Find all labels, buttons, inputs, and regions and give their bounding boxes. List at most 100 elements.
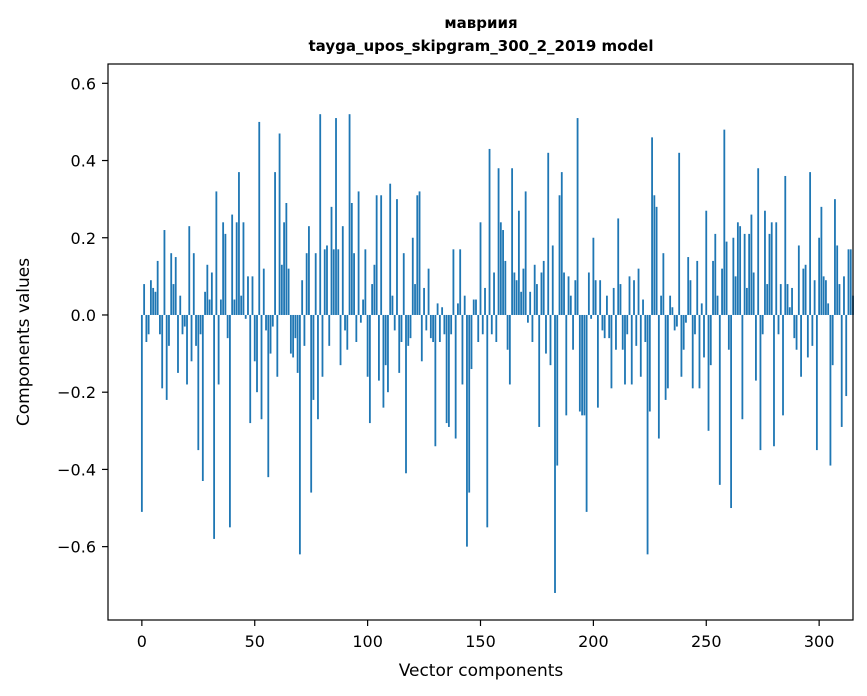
bar <box>186 314 188 385</box>
bar <box>759 314 762 451</box>
bar <box>757 168 760 315</box>
bar <box>628 276 631 315</box>
bar <box>244 314 247 319</box>
bar <box>502 230 504 315</box>
bar <box>727 314 730 350</box>
bar <box>486 314 489 528</box>
bar <box>610 314 613 389</box>
bar <box>344 314 346 331</box>
bar <box>554 314 556 593</box>
bar <box>592 237 595 315</box>
bar <box>447 314 450 427</box>
bar <box>488 148 491 315</box>
bar <box>741 314 744 420</box>
y-tick-label: 0.4 <box>71 152 96 171</box>
bar <box>271 314 274 327</box>
bar <box>407 314 410 346</box>
bar <box>624 314 626 385</box>
bar <box>633 280 635 315</box>
bar <box>348 114 351 315</box>
x-axis-label: Vector components <box>399 661 564 681</box>
y-tick-label: 0.6 <box>71 74 96 93</box>
bar <box>229 314 231 528</box>
bar <box>513 272 516 315</box>
bar <box>834 199 836 315</box>
bar <box>375 195 378 315</box>
bar <box>639 314 642 377</box>
bar <box>195 314 197 346</box>
bar <box>201 314 204 481</box>
x-tick-label: 50 <box>245 632 265 651</box>
bar <box>450 314 453 335</box>
bar <box>563 272 565 315</box>
bar <box>705 210 708 315</box>
bar <box>689 280 692 315</box>
bar <box>736 222 739 315</box>
bar <box>664 314 667 400</box>
bar <box>581 314 583 416</box>
bar <box>308 226 310 315</box>
bar <box>732 237 735 315</box>
bar <box>606 295 608 315</box>
bar <box>289 314 292 354</box>
bar <box>405 314 407 474</box>
bar <box>838 284 841 315</box>
bar <box>143 284 146 315</box>
bar <box>691 314 694 389</box>
chart-title: мавриия <box>444 14 517 32</box>
bar <box>599 280 602 315</box>
bar <box>517 210 520 315</box>
bar <box>398 314 401 373</box>
x-axis: 0 50 100 150 200 250 300 <box>137 620 835 651</box>
bar <box>204 291 206 315</box>
bar <box>730 314 732 509</box>
bar <box>459 249 462 315</box>
bar <box>739 226 742 315</box>
bar <box>822 276 825 315</box>
bar <box>682 314 685 350</box>
bar <box>159 314 161 335</box>
bar <box>637 268 640 315</box>
bar <box>506 314 509 350</box>
bar <box>594 280 597 315</box>
y-axis: −0.6 −0.4 −0.2 0.0 0.2 0.4 0.6 <box>57 74 108 557</box>
bar <box>168 314 170 346</box>
bar <box>283 222 285 315</box>
bar <box>734 276 737 315</box>
bar <box>718 314 721 485</box>
bar <box>522 268 525 315</box>
y-tick-label: −0.2 <box>57 383 96 402</box>
bar <box>364 249 367 315</box>
bar <box>694 314 696 335</box>
bar <box>809 172 812 315</box>
bar <box>242 222 245 315</box>
bar <box>161 314 164 389</box>
bar <box>258 121 261 315</box>
bar <box>655 206 658 315</box>
bar <box>786 284 789 315</box>
y-axis-label: Components values <box>14 258 34 426</box>
y-tick-label: 0.0 <box>71 306 96 325</box>
bar <box>671 307 674 315</box>
bar <box>472 299 475 315</box>
bar <box>267 314 270 478</box>
x-tick-label: 300 <box>804 632 835 651</box>
bar <box>427 268 430 315</box>
bar <box>815 314 818 451</box>
bar <box>680 314 683 377</box>
bar <box>147 314 150 335</box>
bar <box>644 314 647 342</box>
bar <box>359 314 362 323</box>
bar <box>572 314 574 350</box>
bar <box>542 260 545 315</box>
bar <box>490 314 493 335</box>
bar <box>779 284 782 315</box>
bar <box>791 287 793 315</box>
bar <box>578 314 581 412</box>
bar <box>414 284 416 315</box>
bar <box>382 314 385 408</box>
bar <box>163 230 166 315</box>
bar <box>314 253 317 315</box>
bar <box>840 314 843 427</box>
bar <box>748 233 751 315</box>
